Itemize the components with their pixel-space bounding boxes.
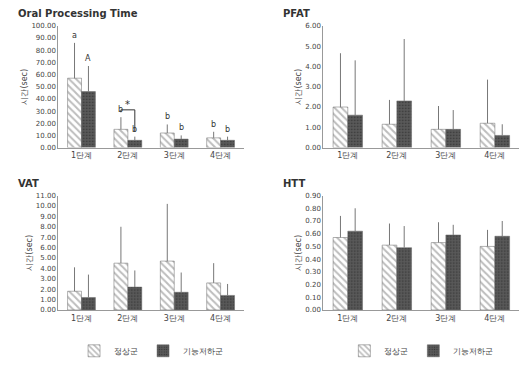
svg-text:0.30: 0.30	[305, 268, 321, 276]
svg-text:b: b	[211, 120, 216, 129]
svg-text:6.00: 6.00	[305, 22, 321, 30]
svg-text:2단계: 2단계	[117, 314, 138, 323]
svg-text:0.00: 0.00	[305, 144, 321, 152]
svg-text:10.00: 10.00	[36, 132, 56, 140]
svg-text:1단계: 1단계	[337, 151, 358, 160]
svg-text:0.00: 0.00	[40, 306, 56, 314]
svg-text:HTT: HTT	[283, 178, 305, 189]
svg-text:90.00: 90.00	[36, 34, 56, 42]
svg-text:4.00: 4.00	[40, 265, 56, 273]
svg-text:시간(sec): 시간(sec)	[294, 69, 303, 105]
svg-text:11.00: 11.00	[36, 192, 56, 200]
svg-text:0.00: 0.00	[305, 306, 321, 314]
svg-text:A: A	[85, 54, 91, 63]
svg-text:2단계: 2단계	[386, 314, 407, 323]
svg-text:Oral Processing Time: Oral Processing Time	[18, 8, 138, 19]
svg-text:4단계: 4단계	[210, 151, 231, 160]
svg-text:PFAT: PFAT	[283, 8, 310, 19]
svg-text:80.00: 80.00	[36, 47, 56, 55]
svg-text:1단계: 1단계	[71, 151, 92, 160]
svg-text:정상군: 정상군	[114, 347, 138, 356]
svg-text:8.00: 8.00	[40, 223, 56, 231]
svg-text:2.00: 2.00	[40, 286, 56, 294]
svg-text:100.00: 100.00	[31, 22, 56, 30]
svg-text:0.60: 0.60	[305, 230, 321, 238]
svg-text:0.10: 0.10	[305, 294, 321, 302]
svg-text:4단계: 4단계	[210, 314, 231, 323]
svg-text:기능저하군: 기능저하군	[453, 347, 493, 356]
svg-text:1단계: 1단계	[71, 314, 92, 323]
svg-text:b: b	[132, 125, 137, 134]
svg-text:2.00: 2.00	[305, 103, 321, 111]
svg-text:7.00: 7.00	[40, 234, 56, 242]
svg-text:5.00: 5.00	[305, 43, 321, 51]
svg-text:a: a	[72, 31, 77, 40]
svg-text:3.00: 3.00	[40, 275, 56, 283]
svg-text:0.80: 0.80	[305, 205, 321, 213]
svg-text:20.00: 20.00	[36, 120, 56, 128]
svg-text:1.00: 1.00	[40, 296, 56, 304]
svg-text:4.00: 4.00	[305, 63, 321, 71]
svg-text:시간(sec): 시간(sec)	[294, 235, 303, 271]
svg-text:50.00: 50.00	[36, 83, 56, 91]
svg-text:3.00: 3.00	[305, 83, 321, 91]
svg-text:70.00: 70.00	[36, 59, 56, 67]
svg-text:b: b	[179, 123, 184, 132]
svg-text:3단계: 3단계	[435, 314, 456, 323]
svg-text:VAT: VAT	[18, 178, 39, 189]
svg-text:40.00: 40.00	[36, 95, 56, 103]
svg-text:정상군: 정상군	[384, 347, 408, 356]
svg-text:2단계: 2단계	[117, 151, 138, 160]
svg-text:b: b	[225, 125, 230, 134]
svg-text:3단계: 3단계	[435, 151, 456, 160]
svg-text:시간(sec): 시간(sec)	[20, 69, 29, 105]
svg-text:9.00: 9.00	[40, 213, 56, 221]
svg-text:시간(sec): 시간(sec)	[25, 235, 34, 271]
svg-text:4단계: 4단계	[484, 151, 505, 160]
svg-text:3단계: 3단계	[164, 151, 185, 160]
svg-text:0.90: 0.90	[305, 192, 321, 200]
svg-text:0.40: 0.40	[305, 256, 321, 264]
svg-text:0.50: 0.50	[305, 243, 321, 251]
svg-text:6.00: 6.00	[40, 244, 56, 252]
svg-text:1.00: 1.00	[305, 124, 321, 132]
svg-text:기능저하군: 기능저하군	[183, 347, 223, 356]
svg-text:4단계: 4단계	[484, 314, 505, 323]
svg-text:30.00: 30.00	[36, 108, 56, 116]
svg-text:60.00: 60.00	[36, 71, 56, 79]
svg-text:b: b	[165, 112, 170, 121]
svg-text:2단계: 2단계	[386, 151, 407, 160]
svg-text:0.00: 0.00	[40, 144, 56, 152]
svg-text:10.00: 10.00	[36, 202, 56, 210]
svg-text:0.70: 0.70	[305, 217, 321, 225]
svg-text:*: *	[125, 99, 130, 110]
svg-text:3단계: 3단계	[164, 314, 185, 323]
svg-text:0.20: 0.20	[305, 281, 321, 289]
svg-text:1단계: 1단계	[337, 314, 358, 323]
svg-text:b: b	[118, 105, 123, 114]
svg-text:5.00: 5.00	[40, 254, 56, 262]
